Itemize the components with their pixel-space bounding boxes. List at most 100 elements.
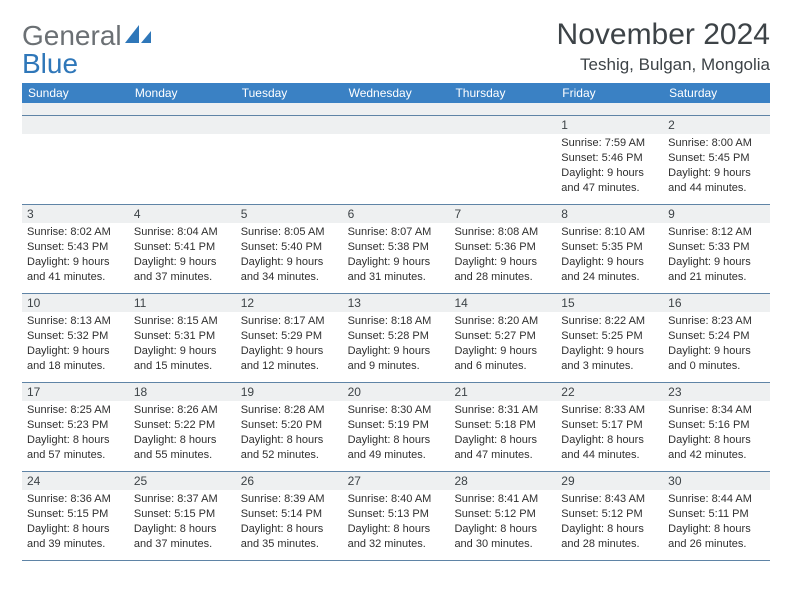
day-body: Sunrise: 8:41 AMSunset: 5:12 PMDaylight:… [449,490,556,555]
day-cell: 30Sunrise: 8:44 AMSunset: 5:11 PMDayligh… [663,472,770,560]
day-cell: 8Sunrise: 8:10 AMSunset: 5:35 PMDaylight… [556,205,663,293]
daylight-text: Daylight: 8 hours and 49 minutes. [348,433,445,463]
weekday-header-row: SundayMondayTuesdayWednesdayThursdayFrid… [22,83,770,103]
weekday-header: Tuesday [236,83,343,103]
week-row: 1Sunrise: 7:59 AMSunset: 5:46 PMDaylight… [22,116,770,205]
day-cell: 1Sunrise: 7:59 AMSunset: 5:46 PMDaylight… [556,116,663,204]
day-cell: 28Sunrise: 8:41 AMSunset: 5:12 PMDayligh… [449,472,556,560]
daylight-text: Daylight: 8 hours and 44 minutes. [561,433,658,463]
day-cell: 12Sunrise: 8:17 AMSunset: 5:29 PMDayligh… [236,294,343,382]
sunrise-text: Sunrise: 8:05 AM [241,225,338,240]
sunrise-text: Sunrise: 8:17 AM [241,314,338,329]
daylight-text: Daylight: 9 hours and 21 minutes. [668,255,765,285]
day-body: Sunrise: 8:17 AMSunset: 5:29 PMDaylight:… [236,312,343,377]
sunrise-text: Sunrise: 8:12 AM [668,225,765,240]
daylight-text: Daylight: 9 hours and 18 minutes. [27,344,124,374]
day-cell [22,116,129,204]
day-cell: 27Sunrise: 8:40 AMSunset: 5:13 PMDayligh… [343,472,450,560]
sunset-text: Sunset: 5:24 PM [668,329,765,344]
day-body: Sunrise: 8:40 AMSunset: 5:13 PMDaylight:… [343,490,450,555]
daylight-text: Daylight: 9 hours and 41 minutes. [27,255,124,285]
spacer-row [22,103,770,116]
day-number: 10 [22,294,129,312]
sunrise-text: Sunrise: 8:13 AM [27,314,124,329]
sunrise-text: Sunrise: 8:26 AM [134,403,231,418]
day-body: Sunrise: 8:12 AMSunset: 5:33 PMDaylight:… [663,223,770,288]
day-cell: 3Sunrise: 8:02 AMSunset: 5:43 PMDaylight… [22,205,129,293]
day-cell: 11Sunrise: 8:15 AMSunset: 5:31 PMDayligh… [129,294,236,382]
daylight-text: Daylight: 8 hours and 32 minutes. [348,522,445,552]
day-number: 7 [449,205,556,223]
sunset-text: Sunset: 5:36 PM [454,240,551,255]
day-cell: 2Sunrise: 8:00 AMSunset: 5:45 PMDaylight… [663,116,770,204]
sunset-text: Sunset: 5:11 PM [668,507,765,522]
day-body: Sunrise: 8:30 AMSunset: 5:19 PMDaylight:… [343,401,450,466]
day-number: 5 [236,205,343,223]
day-cell: 17Sunrise: 8:25 AMSunset: 5:23 PMDayligh… [22,383,129,471]
month-title: November 2024 [557,18,770,51]
day-cell: 13Sunrise: 8:18 AMSunset: 5:28 PMDayligh… [343,294,450,382]
sunset-text: Sunset: 5:17 PM [561,418,658,433]
day-number: 15 [556,294,663,312]
sunset-text: Sunset: 5:23 PM [27,418,124,433]
day-body: Sunrise: 8:15 AMSunset: 5:31 PMDaylight:… [129,312,236,377]
sunset-text: Sunset: 5:29 PM [241,329,338,344]
day-cell: 7Sunrise: 8:08 AMSunset: 5:36 PMDaylight… [449,205,556,293]
logo-part1: General [22,20,122,51]
sunset-text: Sunset: 5:19 PM [348,418,445,433]
day-cell: 22Sunrise: 8:33 AMSunset: 5:17 PMDayligh… [556,383,663,471]
logo-text: General Blue [22,22,151,78]
day-cell: 21Sunrise: 8:31 AMSunset: 5:18 PMDayligh… [449,383,556,471]
sunset-text: Sunset: 5:35 PM [561,240,658,255]
day-cell: 4Sunrise: 8:04 AMSunset: 5:41 PMDaylight… [129,205,236,293]
day-body: Sunrise: 8:37 AMSunset: 5:15 PMDaylight:… [129,490,236,555]
day-number: 29 [556,472,663,490]
sunrise-text: Sunrise: 8:30 AM [348,403,445,418]
day-cell: 26Sunrise: 8:39 AMSunset: 5:14 PMDayligh… [236,472,343,560]
daylight-text: Daylight: 9 hours and 47 minutes. [561,166,658,196]
sunset-text: Sunset: 5:22 PM [134,418,231,433]
day-cell: 24Sunrise: 8:36 AMSunset: 5:15 PMDayligh… [22,472,129,560]
day-number: 2 [663,116,770,134]
day-cell [449,116,556,204]
daylight-text: Daylight: 9 hours and 24 minutes. [561,255,658,285]
sunrise-text: Sunrise: 8:44 AM [668,492,765,507]
sunrise-text: Sunrise: 8:39 AM [241,492,338,507]
logo-part2: Blue [22,48,78,79]
daylight-text: Daylight: 8 hours and 26 minutes. [668,522,765,552]
day-cell [129,116,236,204]
daylight-text: Daylight: 8 hours and 28 minutes. [561,522,658,552]
logo: General Blue [22,18,151,78]
day-number: 26 [236,472,343,490]
day-number: 3 [22,205,129,223]
day-cell: 14Sunrise: 8:20 AMSunset: 5:27 PMDayligh… [449,294,556,382]
day-body [236,134,343,140]
weekday-header: Friday [556,83,663,103]
sunset-text: Sunset: 5:16 PM [668,418,765,433]
day-body: Sunrise: 8:26 AMSunset: 5:22 PMDaylight:… [129,401,236,466]
sunrise-text: Sunrise: 8:07 AM [348,225,445,240]
daylight-text: Daylight: 8 hours and 30 minutes. [454,522,551,552]
day-body: Sunrise: 8:36 AMSunset: 5:15 PMDaylight:… [22,490,129,555]
day-body [129,134,236,140]
sunset-text: Sunset: 5:27 PM [454,329,551,344]
day-body: Sunrise: 8:43 AMSunset: 5:12 PMDaylight:… [556,490,663,555]
day-number: 12 [236,294,343,312]
day-number: 9 [663,205,770,223]
location-text: Teshig, Bulgan, Mongolia [557,55,770,75]
daylight-text: Daylight: 8 hours and 47 minutes. [454,433,551,463]
sunrise-text: Sunrise: 8:33 AM [561,403,658,418]
day-cell: 10Sunrise: 8:13 AMSunset: 5:32 PMDayligh… [22,294,129,382]
day-body: Sunrise: 8:07 AMSunset: 5:38 PMDaylight:… [343,223,450,288]
day-number: 19 [236,383,343,401]
day-number: 6 [343,205,450,223]
weekday-header: Monday [129,83,236,103]
daylight-text: Daylight: 9 hours and 12 minutes. [241,344,338,374]
day-number: 17 [22,383,129,401]
day-cell: 5Sunrise: 8:05 AMSunset: 5:40 PMDaylight… [236,205,343,293]
sunrise-text: Sunrise: 8:37 AM [134,492,231,507]
day-cell: 19Sunrise: 8:28 AMSunset: 5:20 PMDayligh… [236,383,343,471]
sunrise-text: Sunrise: 8:43 AM [561,492,658,507]
day-number [236,116,343,134]
day-number: 1 [556,116,663,134]
